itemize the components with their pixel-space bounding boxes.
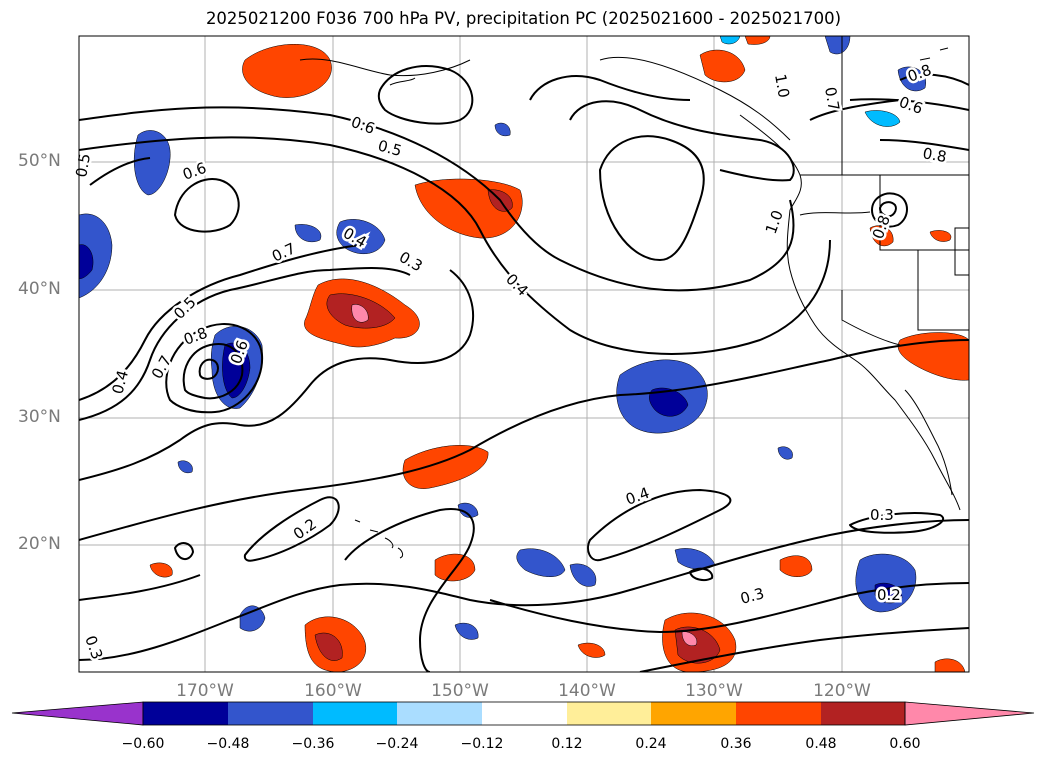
colorbar-swatch: [736, 702, 821, 725]
precip-negative: [454, 622, 479, 640]
precip-positive: [869, 225, 894, 247]
colorbar-tick: −0.60: [121, 736, 165, 752]
precip-negative: [79, 213, 113, 299]
precip-positive: [149, 562, 173, 578]
colorbar-tick: 0.24: [635, 736, 667, 752]
lat-label: 30°N: [18, 407, 61, 427]
precip-negative: [133, 130, 171, 196]
colorbar-tick: −0.36: [291, 736, 335, 752]
lon-label: 150°W: [431, 681, 489, 701]
colorbar-tick: 0.60: [889, 736, 921, 752]
colorbar-tick: −0.48: [206, 736, 250, 752]
precip-negative: [222, 342, 251, 399]
colorbar-tick: 0.12: [551, 736, 583, 752]
colorbar-swatch: [143, 702, 228, 725]
pv-contours: [79, 65, 969, 672]
colorbar-tick: −0.12: [460, 736, 504, 752]
lon-label: 120°W: [813, 681, 871, 701]
precip-negative: [79, 244, 94, 279]
colorbar-frame: [142, 701, 906, 726]
precip-negative: [494, 122, 511, 137]
precip-positive: [577, 642, 606, 658]
colorbar-swatch: [482, 702, 567, 725]
precip-negative: [457, 502, 479, 518]
coastlines: [299, 36, 969, 511]
colorbar-swatch: [11, 701, 144, 726]
precip-positive: [681, 631, 698, 646]
lon-label: 130°W: [685, 681, 743, 701]
hawaii-islands: [354, 519, 404, 559]
precip-negative: [864, 110, 901, 127]
colorbar: [11, 701, 1035, 726]
map-frame: [78, 35, 970, 673]
precip-negative: [177, 460, 193, 474]
precip-positive: [699, 49, 746, 83]
colorbar-swatch: [651, 702, 736, 725]
colorbar-tick: 0.36: [720, 736, 752, 752]
precip-positive: [351, 304, 369, 323]
map-title: 2025021200 F036 700 hPa PV, precipitatio…: [205, 9, 842, 28]
precip-negative: [294, 224, 322, 243]
lon-label: 170°W: [176, 681, 234, 701]
lat-label: 50°N: [18, 151, 61, 171]
lat-label: 20°N: [18, 534, 61, 554]
precip-positive: [934, 658, 966, 672]
lon-label: 140°W: [558, 681, 616, 701]
lon-label: 160°W: [304, 681, 362, 701]
colorbar-swatch: [821, 702, 905, 725]
precip-negative: [777, 446, 793, 460]
precip-shading: [79, 36, 969, 672]
precip-negative: [336, 219, 386, 255]
map-plot: 0.6 0.5 0.6 0.7 0.4 0.3 0.4 0.5 0.8 0.7 …: [72, 35, 970, 673]
colorbar-swatch: [397, 702, 482, 725]
colorbar-swatch: [313, 702, 397, 725]
precip-positive: [779, 555, 813, 577]
precip-positive: [402, 445, 489, 489]
precip-negative: [569, 563, 597, 587]
colorbar-swatch: [904, 701, 1035, 726]
precip-negative: [516, 548, 566, 577]
precip-negative: [897, 66, 927, 92]
precip-positive: [314, 632, 343, 661]
precip-positive: [929, 230, 952, 242]
contour-label: 0.3: [870, 506, 894, 524]
precip-positive: [242, 44, 332, 98]
lat-label: 40°N: [18, 279, 61, 299]
precip-negative: [239, 605, 266, 632]
colorbar-tick: 0.48: [805, 736, 837, 752]
colorbar-swatch: [228, 702, 313, 725]
colorbar-swatch: [567, 702, 651, 725]
colorbar-tick: −0.24: [375, 736, 419, 752]
contour-label: 0.2: [877, 586, 901, 604]
